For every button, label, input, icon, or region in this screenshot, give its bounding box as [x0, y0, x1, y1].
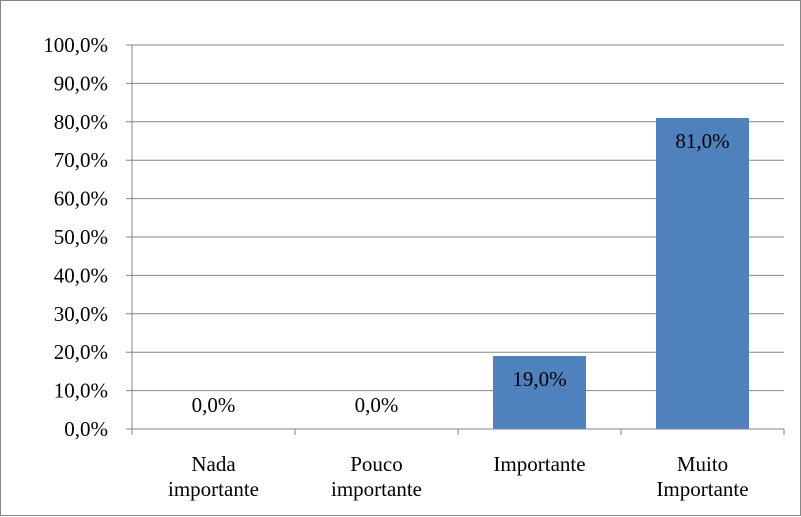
x-category-label: Importante	[656, 477, 748, 501]
gridlines	[132, 44, 784, 392]
y-tick-label: 10,0%	[54, 379, 108, 403]
y-tick-label: 20,0%	[54, 340, 108, 364]
y-tick-label: 0,0%	[64, 417, 108, 441]
x-category-label: importante	[331, 477, 422, 501]
x-category-label: importante	[168, 477, 259, 501]
bars	[493, 117, 749, 430]
data-labels: 0,0% 0,0% 19,0% 81,0%	[192, 129, 730, 417]
data-label: 0,0%	[355, 393, 399, 417]
bar	[656, 117, 749, 430]
x-category-label: Nada	[191, 452, 236, 476]
y-tick-label: 60,0%	[54, 187, 108, 211]
data-label: 19,0%	[512, 367, 566, 391]
y-tick-label: 70,0%	[54, 148, 108, 172]
x-category-label: Pouco	[350, 452, 403, 476]
y-axis-tick-labels: 0,0% 10,0% 20,0% 30,0% 40,0% 50,0% 60,0% 70,0% 8…	[43, 33, 108, 441]
y-tick-label: 80,0%	[54, 110, 108, 134]
data-label: 0,0%	[192, 393, 236, 417]
x-category-label: Muito	[677, 452, 728, 476]
y-tick-label: 100,0%	[43, 33, 108, 57]
data-label: 81,0%	[675, 129, 729, 153]
y-tick-label: 30,0%	[54, 302, 108, 326]
y-tick-label: 50,0%	[54, 225, 108, 249]
y-tick-label: 40,0%	[54, 263, 108, 287]
x-category-label: Importante	[493, 452, 585, 476]
y-tick-label: 90,0%	[54, 71, 108, 95]
bar	[493, 356, 586, 429]
axes	[126, 44, 785, 435]
